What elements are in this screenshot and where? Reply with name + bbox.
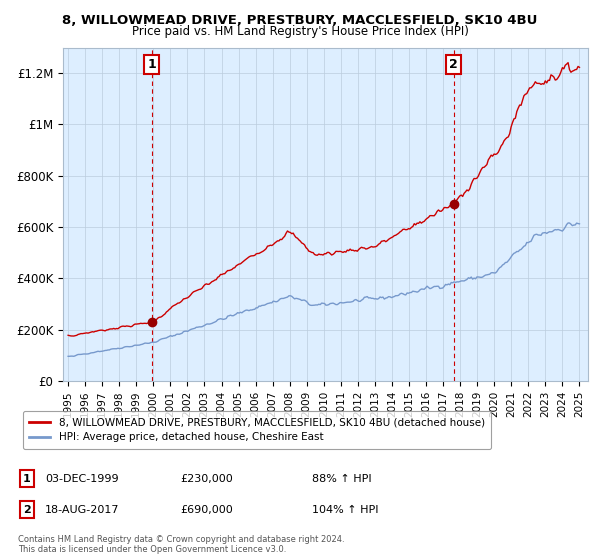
Text: 18-AUG-2017: 18-AUG-2017 bbox=[45, 505, 119, 515]
Text: 1: 1 bbox=[23, 474, 31, 484]
Text: £690,000: £690,000 bbox=[180, 505, 233, 515]
Text: 2: 2 bbox=[449, 58, 458, 71]
Text: Price paid vs. HM Land Registry's House Price Index (HPI): Price paid vs. HM Land Registry's House … bbox=[131, 25, 469, 38]
Text: 03-DEC-1999: 03-DEC-1999 bbox=[45, 474, 119, 484]
Text: 104% ↑ HPI: 104% ↑ HPI bbox=[312, 505, 379, 515]
Text: Contains HM Land Registry data © Crown copyright and database right 2024.
This d: Contains HM Land Registry data © Crown c… bbox=[18, 535, 344, 554]
Text: £230,000: £230,000 bbox=[180, 474, 233, 484]
Text: 88% ↑ HPI: 88% ↑ HPI bbox=[312, 474, 371, 484]
Text: 1: 1 bbox=[148, 58, 157, 71]
Text: 8, WILLOWMEAD DRIVE, PRESTBURY, MACCLESFIELD, SK10 4BU: 8, WILLOWMEAD DRIVE, PRESTBURY, MACCLESF… bbox=[62, 14, 538, 27]
Legend: 8, WILLOWMEAD DRIVE, PRESTBURY, MACCLESFIELD, SK10 4BU (detached house), HPI: Av: 8, WILLOWMEAD DRIVE, PRESTBURY, MACCLESF… bbox=[23, 411, 491, 449]
Text: 2: 2 bbox=[23, 505, 31, 515]
